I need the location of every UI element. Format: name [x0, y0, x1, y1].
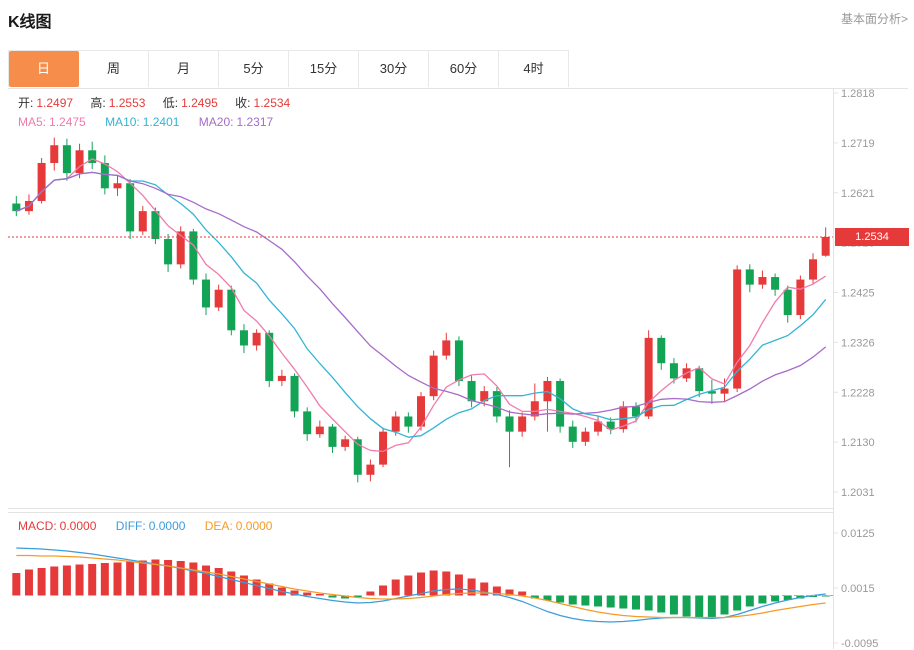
close-value: 1.2534	[253, 96, 291, 110]
close-label: 收:	[235, 96, 251, 110]
svg-text:0.0125: 0.0125	[841, 528, 875, 540]
svg-text:1.2425: 1.2425	[841, 288, 875, 300]
ma5-label: MA5:	[18, 115, 47, 129]
svg-text:0.0015: 0.0015	[841, 583, 875, 595]
ma10-label: MA10:	[105, 115, 140, 129]
tab-month[interactable]: 月	[149, 51, 219, 87]
svg-text:1.2621: 1.2621	[841, 188, 875, 200]
tab-4hour[interactable]: 4时	[499, 51, 569, 87]
fundamental-analysis-link[interactable]: 基本面分析>	[840, 12, 908, 26]
tab-5min[interactable]: 5分	[219, 51, 289, 87]
svg-text:1.2818: 1.2818	[841, 88, 875, 100]
current-price-tag: 1.2534	[835, 227, 909, 246]
diff-label: DIFF:	[115, 519, 146, 533]
macd-legend: MACD: 0.0000 DIFF: 0.0000 DEA: 0.0000	[18, 519, 288, 533]
period-tab-bar: 日 周 月 5分 15分 30分 60分 4时	[8, 50, 569, 87]
ma20-value: 1.2317	[236, 115, 274, 129]
low-label: 低:	[162, 96, 179, 110]
open-label: 开:	[18, 96, 34, 110]
tab-day[interactable]: 日	[9, 51, 79, 87]
ma-legend: MA5: 1.2475 MA10: 1.2401 MA20: 1.2317	[18, 115, 289, 129]
page-title: K线图	[8, 14, 52, 31]
diff-value: 0.0000	[148, 519, 186, 533]
tab-week[interactable]: 周	[79, 51, 149, 87]
macd-value: 0.0000	[59, 519, 97, 533]
tab-30min[interactable]: 30分	[359, 51, 429, 87]
ma20-label: MA20:	[198, 115, 234, 129]
dea-value: 0.0000	[235, 519, 273, 533]
svg-text:1.2228: 1.2228	[841, 387, 875, 399]
high-label: 高:	[90, 96, 106, 110]
ma5-value: 1.2475	[49, 115, 86, 129]
svg-text:-0.0095: -0.0095	[841, 638, 878, 650]
dea-label: DEA:	[204, 519, 233, 533]
svg-text:1.2719: 1.2719	[841, 138, 875, 150]
svg-text:1.2031: 1.2031	[841, 487, 875, 499]
ohlc-legend: 开: 1.2497 高: 1.2553 低: 1.2495 收: 1.2534	[18, 94, 304, 111]
tab-15min[interactable]: 15分	[289, 51, 359, 87]
macd-label: MACD:	[18, 519, 57, 533]
tab-60min[interactable]: 60分	[429, 51, 499, 87]
low-value: 1.2495	[181, 96, 218, 110]
ma10-value: 1.2401	[142, 115, 180, 129]
svg-text:1.2130: 1.2130	[841, 437, 875, 449]
svg-text:1.2326: 1.2326	[841, 337, 875, 349]
open-value: 1.2497	[36, 96, 74, 110]
high-value: 1.2553	[108, 96, 146, 110]
